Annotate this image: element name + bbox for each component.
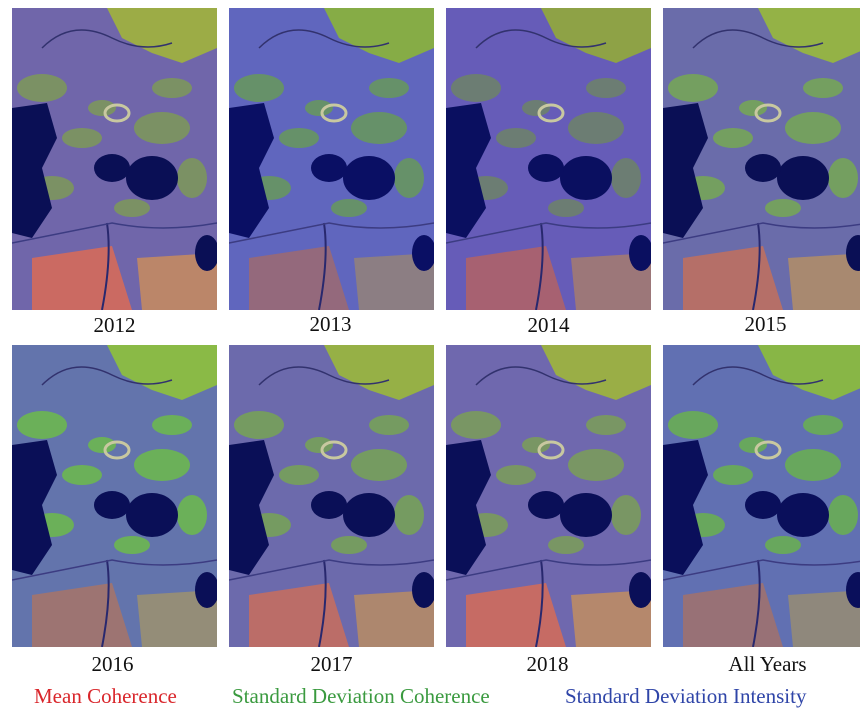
satellite-map-2015 bbox=[663, 8, 860, 310]
panel-all-years bbox=[663, 345, 860, 647]
panel-2015 bbox=[663, 8, 860, 310]
satellite-map-2016 bbox=[12, 345, 217, 647]
panel-2013 bbox=[229, 8, 434, 310]
panel-2016 bbox=[12, 345, 217, 647]
panel-2018 bbox=[446, 345, 651, 647]
legend-std-intensity: Standard Deviation Intensity bbox=[565, 684, 807, 708]
satellite-map-2013 bbox=[229, 8, 434, 310]
panel-2012 bbox=[12, 8, 217, 310]
year-label-all-years: All Years bbox=[728, 652, 807, 676]
satellite-map-2014 bbox=[446, 8, 651, 310]
year-label-2013: 2013 bbox=[309, 312, 352, 336]
year-label-2016: 2016 bbox=[91, 652, 134, 676]
year-label-2017: 2017 bbox=[310, 652, 353, 676]
year-label-2015: 2015 bbox=[744, 312, 787, 336]
legend-std-coherence: Standard Deviation Coherence bbox=[232, 684, 490, 708]
satellite-map-all-years bbox=[663, 345, 860, 647]
satellite-map-2012 bbox=[12, 8, 217, 310]
satellite-map-2018 bbox=[446, 345, 651, 647]
panel-2017 bbox=[229, 345, 434, 647]
panel-2014 bbox=[446, 8, 651, 310]
year-label-2014: 2014 bbox=[527, 313, 570, 337]
satellite-map-2017 bbox=[229, 345, 434, 647]
year-label-2012: 2012 bbox=[93, 313, 136, 337]
year-label-2018: 2018 bbox=[526, 652, 569, 676]
legend-mean-coherence: Mean Coherence bbox=[34, 684, 177, 708]
